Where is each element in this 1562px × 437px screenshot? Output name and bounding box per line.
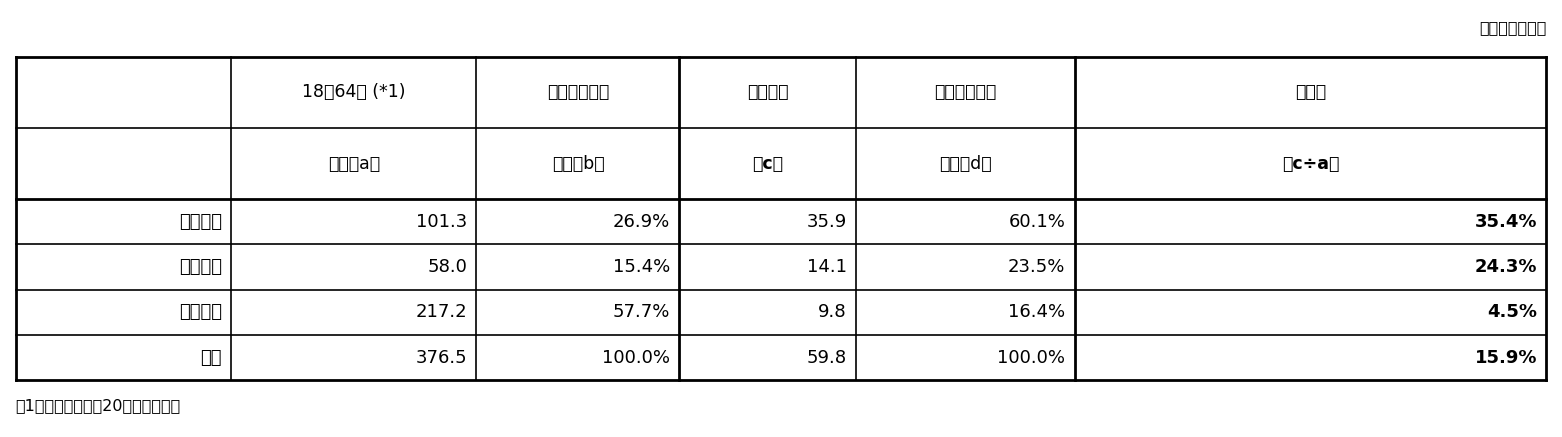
Text: 23.5%: 23.5% [1007,258,1065,276]
Text: 57.7%: 57.7% [612,303,670,321]
Text: 人口（a）: 人口（a） [328,155,380,173]
Text: 18～64歳 (*1): 18～64歳 (*1) [301,83,406,101]
Text: 全体に対する: 全体に対する [547,83,609,101]
Text: 割合（d）: 割合（d） [939,155,992,173]
Text: 101.3: 101.3 [415,213,467,231]
Text: 16.4%: 16.4% [1007,303,1065,321]
Text: 58.0: 58.0 [426,258,467,276]
Text: 就労者数: 就労者数 [747,83,789,101]
Text: 100.0%: 100.0% [601,349,670,367]
Text: 60.1%: 60.1% [1009,213,1065,231]
Text: 注1：精神障害者は20歳以上の人口: 注1：精神障害者は20歳以上の人口 [16,398,181,413]
Text: 24.3%: 24.3% [1475,258,1537,276]
Text: 14.1: 14.1 [806,258,847,276]
Text: （c÷a）: （c÷a） [1282,155,1339,173]
Text: 合計: 合計 [200,349,222,367]
Text: 割合（b）: 割合（b） [551,155,604,173]
Text: 9.8: 9.8 [818,303,847,321]
Text: 376.5: 376.5 [415,349,467,367]
Text: （c）: （c） [753,155,783,173]
Text: 35.4%: 35.4% [1475,213,1537,231]
Text: 精神障害: 精神障害 [178,303,222,321]
Text: 15.9%: 15.9% [1475,349,1537,367]
Text: 217.2: 217.2 [415,303,467,321]
Text: 26.9%: 26.9% [612,213,670,231]
Text: 身体障害: 身体障害 [178,213,222,231]
Text: 知的障害: 知的障害 [178,258,222,276]
Text: 人数単位：万人: 人数単位：万人 [1479,20,1546,35]
Text: 4.5%: 4.5% [1487,303,1537,321]
Text: 就労率: 就労率 [1295,83,1326,101]
Text: 35.9: 35.9 [806,213,847,231]
Text: 全体に対する: 全体に対する [934,83,997,101]
Text: 100.0%: 100.0% [997,349,1065,367]
Text: 59.8: 59.8 [806,349,847,367]
Text: 15.4%: 15.4% [612,258,670,276]
